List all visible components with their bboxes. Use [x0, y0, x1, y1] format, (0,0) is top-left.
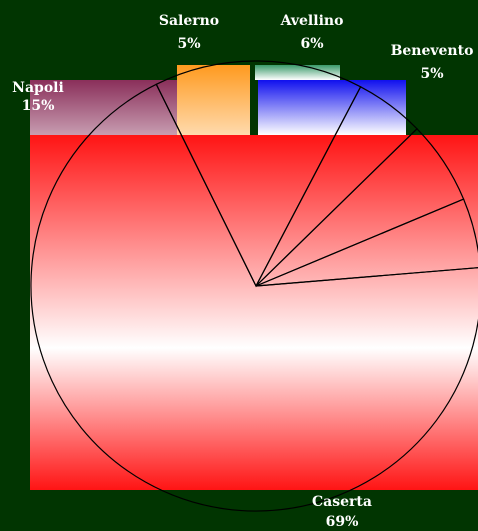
slice-percent-salerno: 5% [177, 36, 200, 52]
pie-slice-napoli [155, 60, 362, 288]
slice-label-salerno: Salerno [159, 13, 219, 29]
slice-percent-benevento: 5% [420, 66, 443, 82]
slice-fill-caserta [30, 135, 478, 490]
slice-label-napoli: Napoli [12, 80, 64, 96]
slice-fill-benevento [258, 80, 406, 135]
pie-slice-caserta [30, 83, 478, 512]
slice-fill-avellino [255, 65, 340, 80]
slice-label-caserta: Caserta [312, 494, 372, 510]
pie-slice-benevento [255, 198, 478, 287]
slice-label-avellino: Avellino [280, 13, 344, 29]
slice-percent-avellino: 6% [300, 36, 323, 52]
slice-percent-caserta: 69% [326, 514, 359, 530]
slice-percent-napoli: 15% [22, 98, 55, 114]
slice-label-benevento: Benevento [391, 43, 474, 59]
